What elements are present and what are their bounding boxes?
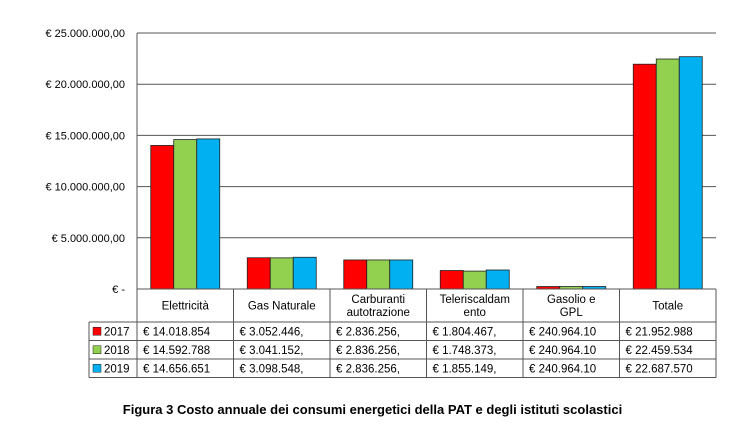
data-label: € 22.459.534 [626,345,694,357]
legend-key-2019 [92,364,102,373]
bar-2017-3 [439,270,464,290]
data-label: € 3.098.548, [240,363,304,375]
figure-caption: Figura 3 Costo annuale dei consumi energ… [122,402,623,417]
bar-2018-1 [269,257,294,290]
legend-key-2018 [92,345,102,354]
legend-label-2017: 2017 [104,326,130,338]
bar-2019-2 [389,259,414,290]
chart: € - € 5.000.000,00 € 10.000.000,00 € 15.000… [45,28,717,378]
bar-2019-1 [292,256,317,290]
legend-label-2018: 2018 [104,345,130,357]
bar-2017-5 [632,63,657,290]
category-label: Elettricità [162,301,210,313]
y-tick-label: € 20.000.000,00 [45,79,125,91]
data-label: € 1.855.149, [433,363,497,375]
bar-2018-3 [462,270,487,290]
data-label: € 1.748.373, [433,345,497,357]
data-label: € 1.804.467, [433,326,497,338]
category-label: Teleriscaldam [440,294,510,306]
y-tick-label: € 10.000.000,00 [45,182,125,194]
y-tick-label: € 15.000.000,00 [45,130,125,142]
data-label: € 240.964.10 [529,345,596,357]
bar-2017-2 [343,259,368,290]
y-tick-label: € - [112,284,125,296]
bar-2017-0 [150,145,175,290]
bar-2019-5 [678,56,703,290]
data-label: € 2.836.256, [336,363,400,375]
bar-2018-0 [173,139,198,290]
y-tick-label: € 25.000.000,00 [45,28,125,40]
bar-2018-2 [366,259,391,290]
data-label: € 14.018.854 [143,326,211,338]
data-label: € 2.836.256, [336,345,400,357]
bar-chart-svg: € - € 5.000.000,00 € 10.000.000,00 € 15.000… [45,28,717,378]
y-tick-label: € 5.000.000,00 [52,233,125,245]
category-label: GPL [560,307,584,319]
category-label: Gas Naturale [248,301,316,313]
data-label: € 22.687.570 [626,363,693,375]
data-label: € 240.964.10 [529,363,596,375]
category-label: autotrazione [347,307,410,319]
data-label: € 14.656.651 [143,363,210,375]
bar-2019-0 [196,138,221,290]
bar-2019-3 [485,269,510,290]
legend-key-2017 [92,327,102,336]
data-label: € 3.041.152, [240,345,304,357]
legend-label-2019: 2019 [104,363,130,375]
category-label: Gasolio e [547,294,596,306]
bar-2018-5 [655,58,680,290]
bar-2017-1 [246,257,271,290]
data-label: € 240.964.10 [529,326,596,338]
data-label: € 14.592.788 [143,345,210,357]
category-label: ento [464,307,486,319]
category-label: Totale [652,301,683,313]
data-label: € 2.836.256, [336,326,400,338]
data-label: € 21.952.988 [626,326,693,338]
category-label: Carburanti [351,294,405,306]
data-label: € 3.052.446, [240,326,304,338]
